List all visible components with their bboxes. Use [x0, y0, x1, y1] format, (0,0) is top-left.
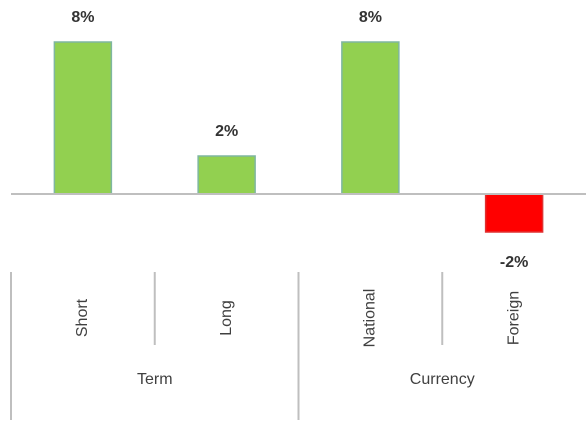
category-label: National [362, 289, 379, 348]
bar [197, 155, 256, 195]
bar [53, 41, 113, 195]
category-label: Long [218, 300, 235, 336]
bar [341, 41, 400, 195]
group-label: Currency [410, 371, 475, 388]
bar [484, 193, 544, 233]
group-label: Term [137, 371, 173, 388]
value-label: -2% [500, 254, 528, 271]
value-label: 2% [215, 123, 238, 140]
value-label: 8% [71, 9, 94, 26]
value-label: 8% [359, 9, 382, 26]
category-label: Short [74, 298, 91, 337]
category-label: Foreign [505, 291, 522, 345]
